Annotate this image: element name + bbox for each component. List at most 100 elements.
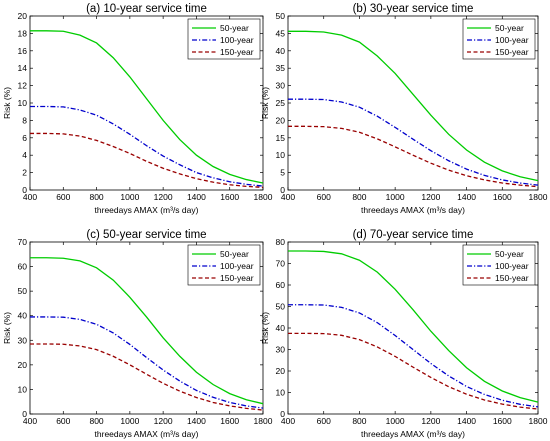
y-tick-label: 40 xyxy=(18,311,28,321)
y-tick-label: 80 xyxy=(276,237,286,247)
y-tick-label: 0 xyxy=(22,409,27,419)
x-axis-label: threedays AMAX (m³/s day) xyxy=(95,205,199,215)
x-tick-label: 1800 xyxy=(254,192,273,202)
legend-label: 50-year xyxy=(495,23,524,33)
y-tick-label: 70 xyxy=(18,237,28,247)
y-axis-label: Risk (%) xyxy=(260,87,270,119)
y-axis-label: Risk (%) xyxy=(2,87,12,119)
x-tick-label: 1200 xyxy=(154,416,173,426)
x-tick-label: 1000 xyxy=(120,416,139,426)
chart-title: (b) 30-year service time xyxy=(353,3,474,15)
legend-label: 50-year xyxy=(495,249,524,259)
series-line-100-year xyxy=(30,105,264,187)
y-tick-label: 70 xyxy=(276,259,286,269)
series-line-150-year xyxy=(288,332,539,410)
legend-label: 150-year xyxy=(220,273,254,283)
y-tick-label: 40 xyxy=(276,323,286,333)
x-tick-label: 1800 xyxy=(529,192,548,202)
y-tick-label: 35 xyxy=(276,63,286,73)
y-tick-label: 20 xyxy=(276,115,286,125)
x-tick-label: 600 xyxy=(317,192,331,202)
x-tick-label: 1400 xyxy=(457,192,476,202)
y-tick-label: 10 xyxy=(18,98,28,108)
x-tick-label: 600 xyxy=(56,416,70,426)
x-tick-label: 400 xyxy=(23,416,37,426)
x-tick-label: 400 xyxy=(281,192,295,202)
series-line-100-year xyxy=(30,316,264,409)
chart-title: (a) 10-year service time xyxy=(86,3,207,15)
y-tick-label: 50 xyxy=(18,286,28,296)
legend-label: 50-year xyxy=(220,23,249,33)
x-tick-label: 1200 xyxy=(421,192,440,202)
y-tick-label: 2 xyxy=(22,168,27,178)
series-line-100-year xyxy=(288,98,539,186)
x-tick-label: 1200 xyxy=(154,192,173,202)
legend-label: 150-year xyxy=(220,47,254,57)
y-tick-label: 60 xyxy=(276,280,286,290)
y-tick-label: 20 xyxy=(276,366,286,376)
x-tick-label: 800 xyxy=(352,416,366,426)
series-line-150-year xyxy=(288,125,539,188)
y-tick-label: 45 xyxy=(276,28,286,38)
x-tick-label: 1600 xyxy=(493,416,512,426)
x-tick-label: 1800 xyxy=(529,416,548,426)
chart-title: (d) 70-year service time xyxy=(353,229,474,241)
y-tick-label: 14 xyxy=(18,63,28,73)
x-tick-label: 1000 xyxy=(386,416,405,426)
legend-label: 100-year xyxy=(495,261,529,271)
x-tick-label: 1400 xyxy=(457,416,476,426)
x-axis-label: threedays AMAX (m³/s day) xyxy=(95,429,199,439)
x-tick-label: 1800 xyxy=(254,416,273,426)
y-tick-label: 0 xyxy=(22,185,27,195)
legend-label: 100-year xyxy=(495,35,529,45)
y-tick-label: 30 xyxy=(276,345,286,355)
y-tick-label: 15 xyxy=(276,133,286,143)
x-tick-label: 1600 xyxy=(220,416,239,426)
series-line-100-year xyxy=(288,304,539,408)
series-line-50-year xyxy=(288,250,539,403)
y-tick-label: 50 xyxy=(276,11,286,21)
series-line-50-year xyxy=(288,30,539,182)
x-tick-label: 600 xyxy=(317,416,331,426)
chart-title: (c) 50-year service time xyxy=(86,229,206,241)
y-tick-label: 0 xyxy=(280,185,285,195)
x-axis-label: threedays AMAX (m³/s day) xyxy=(361,429,465,439)
x-tick-label: 400 xyxy=(281,416,295,426)
y-tick-label: 25 xyxy=(276,98,286,108)
y-axis-label: Risk (%) xyxy=(260,312,270,344)
x-tick-label: 1400 xyxy=(187,416,206,426)
x-tick-label: 1200 xyxy=(421,416,440,426)
x-tick-label: 1600 xyxy=(220,192,239,202)
y-tick-label: 40 xyxy=(276,46,286,56)
y-tick-label: 18 xyxy=(18,28,28,38)
x-tick-label: 800 xyxy=(352,192,366,202)
y-tick-label: 0 xyxy=(280,409,285,419)
x-tick-label: 800 xyxy=(89,192,103,202)
y-tick-label: 50 xyxy=(276,302,286,312)
y-tick-label: 16 xyxy=(18,46,28,56)
y-tick-label: 4 xyxy=(22,150,27,160)
legend-label: 100-year xyxy=(220,261,254,271)
y-tick-label: 30 xyxy=(18,335,28,345)
y-tick-label: 6 xyxy=(22,133,27,143)
x-tick-label: 1000 xyxy=(386,192,405,202)
legend-label: 100-year xyxy=(220,35,254,45)
plot-frame xyxy=(29,241,264,415)
y-tick-label: 10 xyxy=(276,150,286,160)
x-tick-label: 1600 xyxy=(493,192,512,202)
x-tick-label: 1000 xyxy=(120,192,139,202)
legend-label: 150-year xyxy=(495,47,529,57)
y-tick-label: 12 xyxy=(18,81,28,91)
y-axis-label: Risk (%) xyxy=(2,312,12,344)
series-line-50-year xyxy=(30,257,264,405)
y-tick-label: 10 xyxy=(18,384,28,394)
y-tick-label: 5 xyxy=(280,168,285,178)
x-tick-label: 400 xyxy=(23,192,37,202)
y-tick-label: 10 xyxy=(276,388,286,398)
